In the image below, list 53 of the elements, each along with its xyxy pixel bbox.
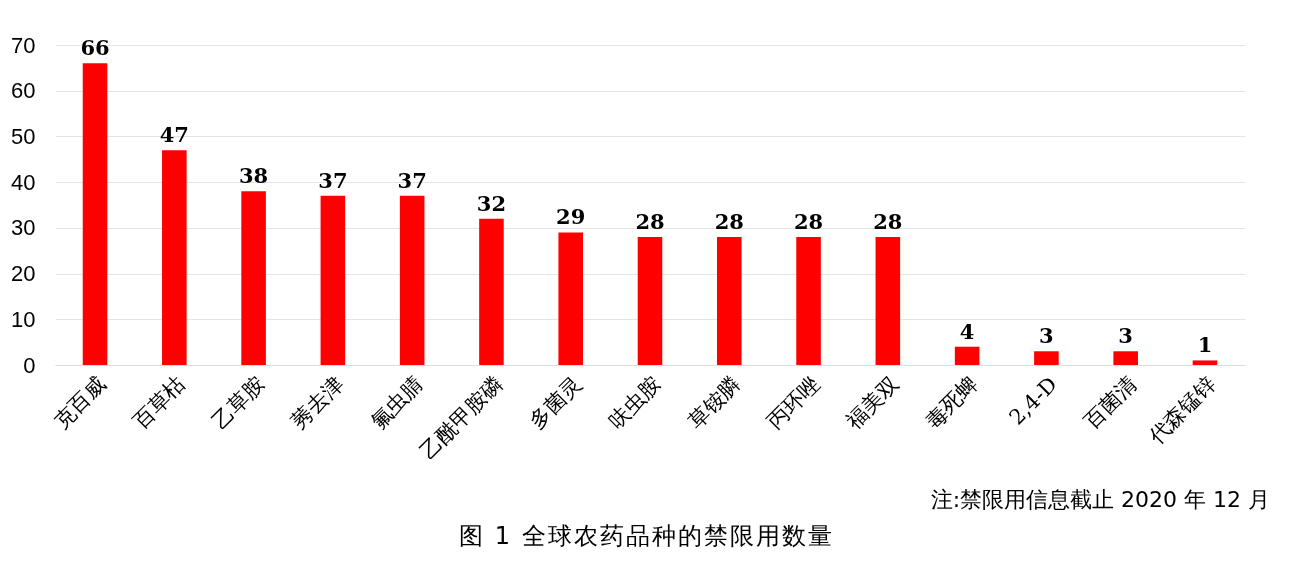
- x-tick-label: 毒死蜱: [921, 372, 983, 434]
- data-label: 37: [318, 167, 348, 193]
- x-tick-label: 乙草胺: [207, 372, 270, 434]
- y-tick-label: 0: [23, 352, 36, 378]
- bar: [399, 195, 425, 365]
- text: 注:禁限用信息截止 2020 年 12 月: [929, 486, 1270, 514]
- bar: [162, 150, 187, 365]
- data-label: 4: [959, 318, 975, 344]
- x-tick-label: 福美双: [841, 372, 904, 434]
- bar: [637, 237, 663, 365]
- x-tick-label: 莠去津: [286, 372, 349, 434]
- x-tick-label: 草铵膦: [683, 372, 745, 434]
- data-label: 28: [635, 209, 665, 234]
- data-label: 28: [793, 209, 824, 234]
- bar: [875, 237, 901, 365]
- y-tick-label: 30: [11, 215, 36, 241]
- y-tick-label: 40: [11, 169, 36, 195]
- data-label: 3: [1118, 323, 1133, 349]
- bar: [241, 191, 266, 365]
- bar: [320, 195, 346, 365]
- bar: [796, 237, 821, 365]
- x-tick-label: 百草枯: [128, 372, 190, 434]
- x-tick-label: 克百威: [49, 372, 111, 434]
- x-tick-label: 多菌灵: [524, 372, 587, 434]
- data-label: 38: [238, 163, 269, 189]
- data-label: 1: [1197, 332, 1213, 358]
- y-tick-label: 20: [11, 261, 36, 287]
- bar: [558, 232, 584, 365]
- x-tick-label: 丙环唑: [762, 372, 825, 434]
- bar: [82, 63, 108, 365]
- x-tick-label: 氟虫腈: [366, 372, 428, 434]
- bar: [954, 346, 980, 365]
- y-tick-label: 70: [11, 32, 36, 58]
- x-tick-label: 呋虫胺: [604, 372, 666, 434]
- x-tick-label: 百菌清: [1079, 372, 1142, 434]
- data-label: 28: [873, 209, 903, 234]
- bar: [1192, 360, 1218, 365]
- data-label: 47: [159, 122, 189, 148]
- data-label: 32: [476, 190, 507, 216]
- text: 图 1 全球农药品种的禁限用数量: [458, 521, 835, 552]
- data-label: 28: [714, 209, 744, 234]
- data-label: 3: [1039, 323, 1054, 349]
- bar: [1113, 351, 1138, 365]
- data-label: 37: [397, 167, 427, 193]
- data-label: 29: [556, 204, 586, 230]
- y-tick-label: 10: [11, 306, 36, 332]
- bar: [1034, 351, 1059, 365]
- y-tick-label: 50: [11, 123, 36, 149]
- y-tick-label: 60: [11, 78, 36, 104]
- data-label: 66: [80, 35, 110, 61]
- bar: [479, 218, 504, 365]
- x-tick-label: 代森锰锌: [1143, 372, 1221, 450]
- bar: [716, 237, 742, 365]
